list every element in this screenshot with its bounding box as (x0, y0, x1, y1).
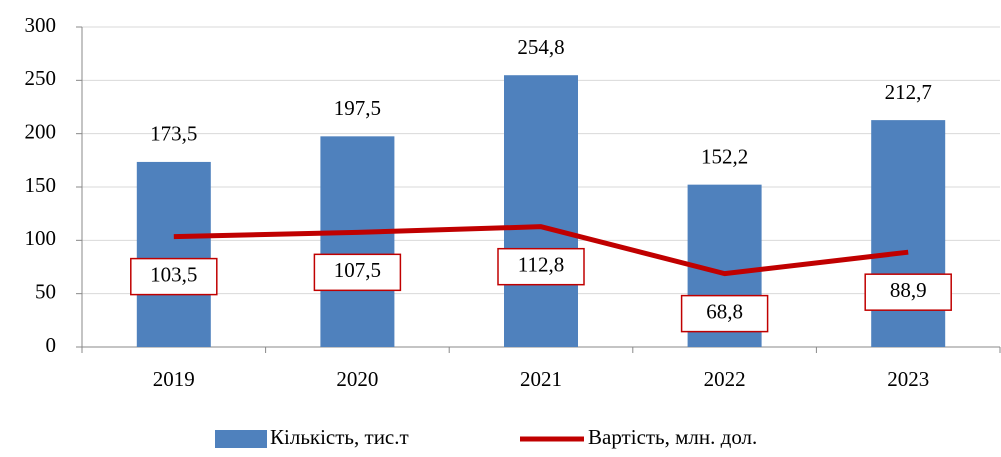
data-label: 152,2 (701, 144, 748, 168)
line (173, 224, 909, 277)
x-tick-label: 2019 (153, 367, 195, 391)
data-label: 68,8 (706, 299, 743, 323)
data-label: 88,9 (890, 278, 927, 302)
legend-swatch (215, 430, 267, 448)
y-tick-label: 50 (35, 279, 56, 303)
y-tick-label: 0 (46, 333, 57, 357)
data-label-box (864, 273, 952, 311)
x-tick-label: 2021 (520, 367, 562, 391)
x-tick-label: 2023 (887, 367, 929, 391)
data-label: 197,5 (334, 96, 381, 120)
data-label: 107,5 (334, 258, 381, 282)
bar (504, 75, 578, 348)
y-tick-label: 150 (25, 173, 57, 197)
data-label: 254,8 (517, 35, 564, 59)
y-tick-label: 300 (25, 13, 57, 37)
data-label: 103,5 (150, 262, 197, 286)
y-tick-label: 200 (25, 119, 57, 143)
data-label: 112,8 (518, 252, 564, 276)
data-label: 212,7 (885, 80, 932, 104)
y-tick-label: 100 (25, 226, 57, 250)
data-label-box (680, 294, 769, 333)
data-label-box (130, 257, 218, 296)
x-tick-label: 2020 (336, 367, 378, 391)
bar (136, 161, 211, 347)
legend-label: Вартість, млн. дол. (588, 425, 757, 449)
legend-label: Кількість, тис.т (270, 425, 409, 449)
bar (871, 120, 946, 348)
data-label-box (497, 247, 585, 286)
data-label: 173,5 (150, 122, 197, 146)
data-label-box (313, 253, 402, 292)
y-tick-label: 250 (25, 66, 57, 90)
bar (320, 136, 395, 347)
x-tick-label: 2022 (704, 367, 746, 391)
